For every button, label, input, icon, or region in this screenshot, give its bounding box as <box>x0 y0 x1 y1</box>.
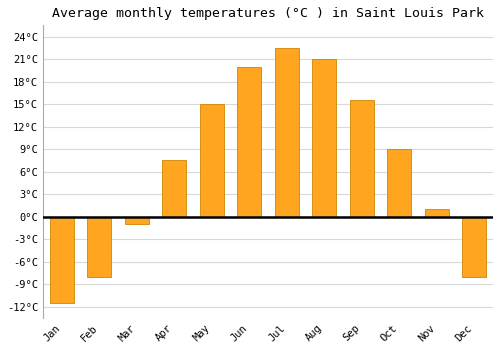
Bar <box>312 59 336 217</box>
Bar <box>200 104 224 217</box>
Bar <box>274 48 299 217</box>
Bar <box>350 100 374 217</box>
Bar <box>87 217 112 276</box>
Bar <box>462 217 486 276</box>
Bar <box>50 217 74 303</box>
Bar <box>424 209 449 217</box>
Bar <box>387 149 411 217</box>
Bar <box>162 160 186 217</box>
Bar <box>124 217 149 224</box>
Title: Average monthly temperatures (°C ) in Saint Louis Park: Average monthly temperatures (°C ) in Sa… <box>52 7 484 20</box>
Bar <box>237 66 262 217</box>
